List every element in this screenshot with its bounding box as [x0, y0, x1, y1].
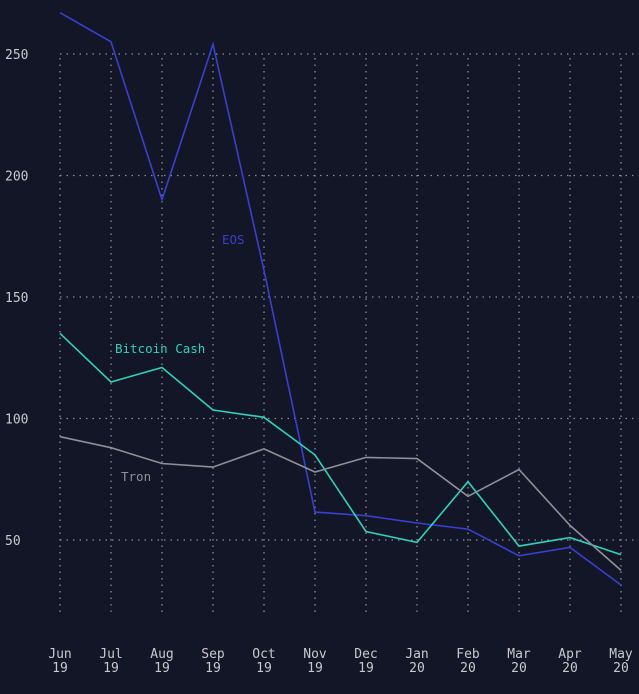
- x-tick-label: Apr 20: [558, 647, 582, 676]
- series-label-tron: Tron: [121, 469, 151, 484]
- x-tick-label: Mar 20: [507, 647, 531, 676]
- grid-lines: [59, 53, 639, 614]
- x-tick-label: Nov 19: [303, 647, 327, 676]
- x-tick-label: Aug 19: [150, 647, 173, 676]
- y-tick-label: 250: [5, 48, 28, 63]
- series-lines: [59, 12, 622, 586]
- x-tick-label: Jul 19: [99, 647, 122, 676]
- series-label-eos: EOS: [222, 232, 245, 247]
- series-line-tron: [59, 435, 622, 571]
- x-tick-label: Dec 19: [354, 647, 377, 676]
- y-tick-label: 150: [5, 291, 28, 306]
- x-tick-label: May 20: [609, 647, 633, 676]
- series-label-bitcoin-cash: Bitcoin Cash: [115, 341, 205, 356]
- x-tick-label: Oct 19: [252, 647, 275, 676]
- series-labels: EOS Bitcoin Cash Tron: [115, 232, 245, 484]
- y-tick-label: 100: [5, 413, 28, 428]
- x-tick-label: Jun 19: [48, 647, 71, 676]
- x-tick-label: Feb 20: [456, 647, 480, 676]
- series-line-bitcoin-cash: [59, 332, 622, 556]
- x-tick-label: Jan 20: [405, 647, 428, 676]
- series-line-eos: [59, 12, 622, 586]
- y-tick-label: 50: [5, 534, 21, 549]
- y-tick-label: 200: [5, 170, 28, 185]
- x-axis: Jun 19 Jul 19 Aug 19 Sep 19 Oct 19 Nov 19 Dec 19 Jan 20…: [48, 647, 633, 676]
- y-axis: 50 100 150 200 250: [5, 48, 28, 549]
- x-tick-label: Sep 19: [201, 647, 225, 676]
